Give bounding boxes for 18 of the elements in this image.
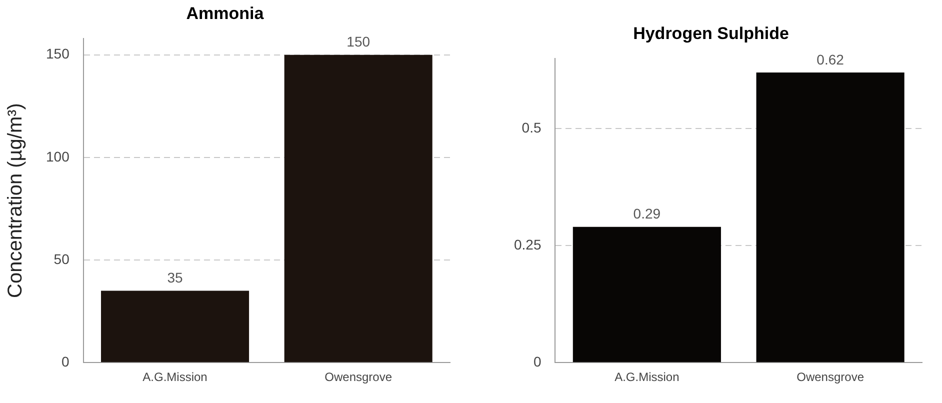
x-tick-label: Owensgrove	[796, 370, 864, 384]
chart-title: Hydrogen Sulphide	[633, 24, 789, 43]
y-tick-label: 0	[533, 353, 542, 370]
data-label: 0.62	[816, 51, 844, 68]
data-label: 35	[167, 270, 184, 286]
x-tick-label: A.G.Mission	[142, 370, 208, 384]
data-label: 0.29	[633, 206, 661, 222]
chart-title: Ammonia	[186, 4, 264, 23]
data-label: 150	[346, 34, 370, 50]
y-tick-label: 0.25	[514, 236, 542, 252]
y-tick-label: 100	[46, 148, 70, 164]
y-tick-label: 150	[46, 46, 70, 62]
y-tick-label: 0	[62, 353, 70, 370]
y-tick-label: 0.5	[522, 119, 542, 136]
y-tick-label: 50	[54, 250, 70, 267]
y-axis-title: Concentration (µg/m³)	[4, 103, 27, 298]
x-tick-label: A.G.Mission	[614, 370, 680, 384]
x-tick-label: Owensgrove	[324, 370, 392, 384]
